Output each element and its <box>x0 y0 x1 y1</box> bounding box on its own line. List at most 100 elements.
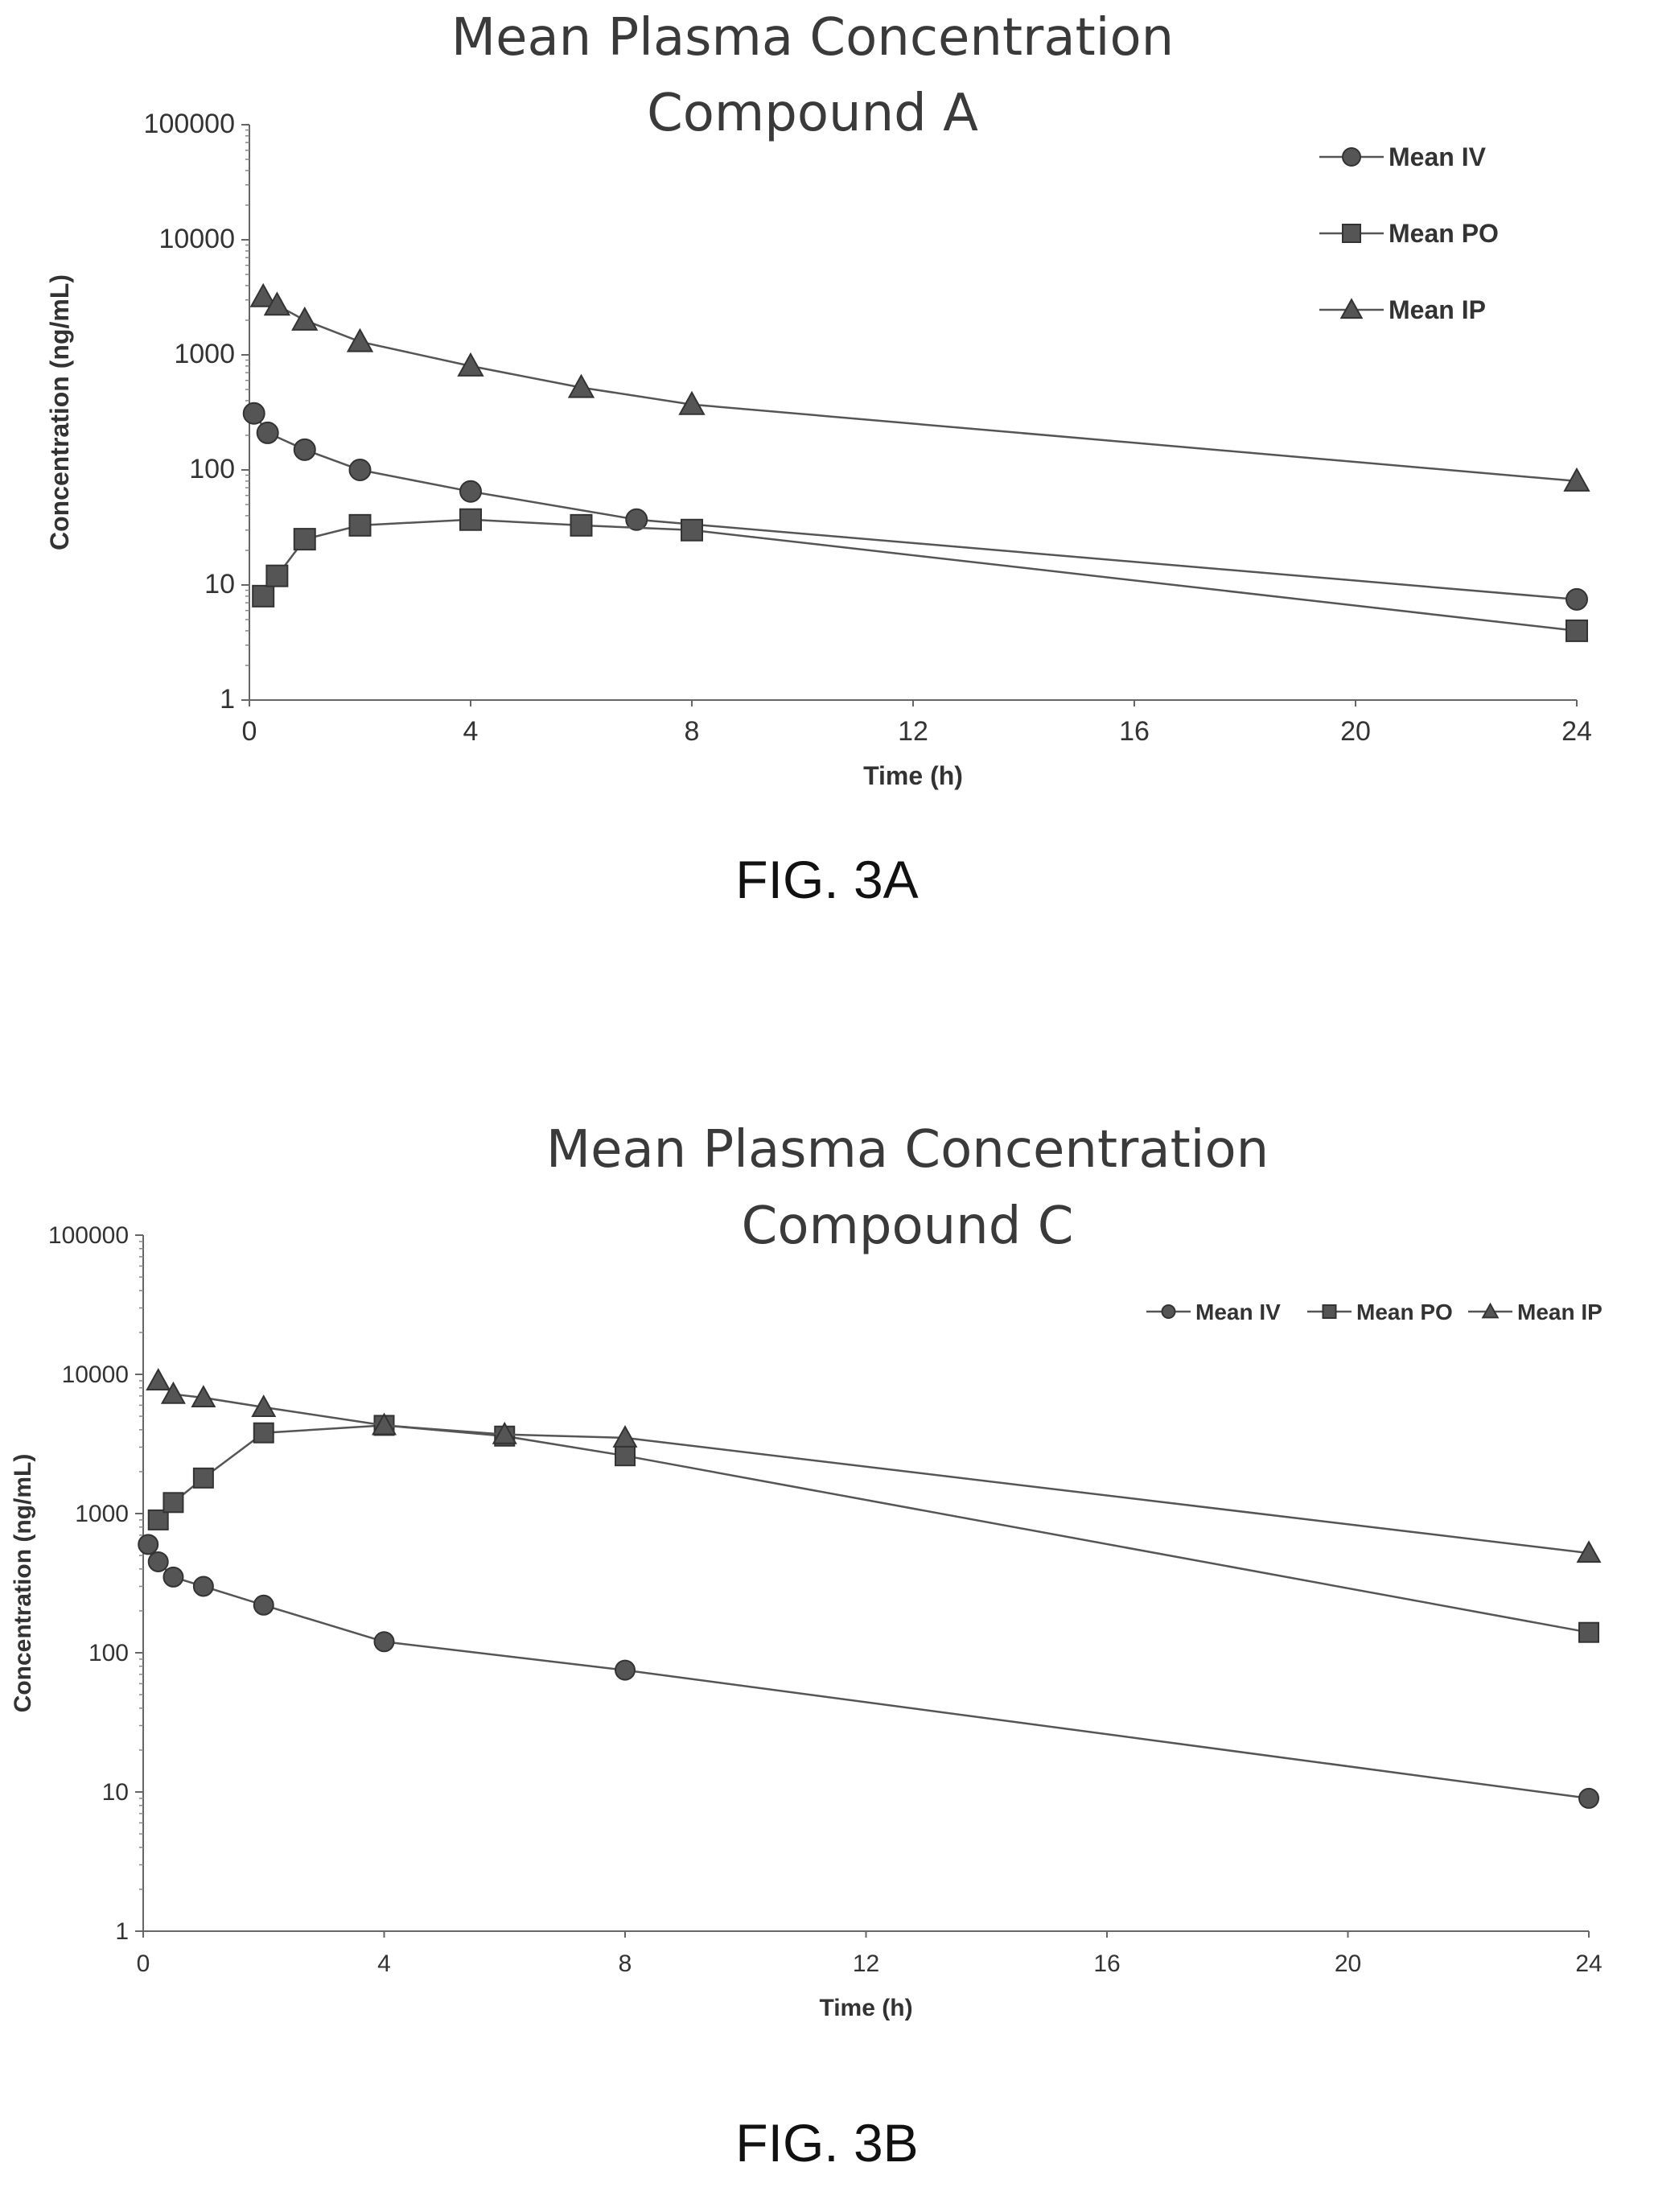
data-point-mean-po <box>459 508 482 531</box>
data-point-mean-ip <box>457 352 484 377</box>
data-point-mean-ip <box>612 1425 638 1448</box>
data-point-mean-ip <box>146 1368 171 1390</box>
y-axis-label: Concentration (ng/mL) <box>10 1454 36 1713</box>
data-point-mean-iv <box>138 1534 159 1555</box>
data-point-mean-ip <box>160 1381 186 1404</box>
data-point-mean-ip <box>291 306 319 331</box>
data-point-mean-po <box>252 584 275 608</box>
data-point-mean-ip <box>263 291 291 316</box>
data-point-mean-ip <box>492 1421 517 1444</box>
y-tick-label-1: 1 <box>115 1918 129 1945</box>
y-tick-label-100000: 100000 <box>48 1222 129 1249</box>
data-point-mean-po <box>163 1492 184 1514</box>
x-tick-label-0: 0 <box>137 1950 150 1977</box>
figure-3b-panel: Mean Plasma Concentration Compound C 1 10 10… <box>0 1110 1654 2212</box>
figure-label-3b: FIG. 3B <box>735 2113 919 2173</box>
legend-marker-mean-po <box>1342 224 1361 243</box>
legend-marker-mean-iv <box>1342 147 1361 167</box>
data-point-mean-po <box>681 518 703 542</box>
data-point-mean-iv <box>615 1659 636 1681</box>
series-line-mean-ip <box>262 295 1578 483</box>
series-line-mean-ip <box>157 1379 1590 1555</box>
data-point-mean-ip <box>191 1385 216 1408</box>
data-point-mean-iv <box>293 438 316 461</box>
legend-marker-mean-po <box>1322 1304 1337 1319</box>
figure-3a-panel: Mean Plasma Concentration Compound A 1 10 10… <box>0 0 1654 949</box>
data-point-mean-po <box>192 1467 214 1489</box>
legend-label-mean-iv: Mean IV <box>1389 142 1487 171</box>
data-point-mean-po <box>147 1509 169 1530</box>
x-tick-label-20: 20 <box>1335 1950 1361 1977</box>
series-line-mean-iv <box>253 412 1578 601</box>
data-point-mean-iv <box>348 459 372 481</box>
y-tick-label-100000: 100000 <box>144 109 235 139</box>
y-tick-label-100: 100 <box>189 454 235 484</box>
x-tick-label-8: 8 <box>619 1950 632 1977</box>
data-point-mean-iv <box>373 1631 395 1653</box>
legend-label-mean-iv: Mean IV <box>1195 1300 1281 1324</box>
x-tick-label-16: 16 <box>1093 1950 1120 1977</box>
data-point-mean-po <box>1578 1621 1599 1643</box>
data-point-mean-ip <box>372 1412 397 1436</box>
data-point-mean-po <box>253 1422 274 1444</box>
x-tick-label-8: 8 <box>685 716 700 747</box>
x-tick-label-12: 12 <box>898 716 928 747</box>
data-point-mean-iv <box>459 480 482 503</box>
x-tick-label-20: 20 <box>1340 716 1371 747</box>
data-point-mean-ip <box>249 282 277 307</box>
legend-label-mean-ip: Mean IP <box>1517 1300 1603 1324</box>
data-point-mean-ip <box>1563 467 1590 492</box>
data-point-mean-po <box>570 513 593 537</box>
data-point-mean-iv <box>1566 587 1588 611</box>
figure-label-3a: FIG. 3A <box>735 850 919 909</box>
x-tick-label-24: 24 <box>1561 716 1592 747</box>
data-point-mean-ip <box>251 1394 277 1417</box>
legend-marker-mean-iv <box>1161 1304 1176 1319</box>
x-tick-label-16: 16 <box>1119 716 1150 747</box>
data-point-mean-po <box>348 513 372 537</box>
y-tick-label-10000: 10000 <box>62 1361 129 1388</box>
data-point-mean-ip <box>678 390 706 415</box>
chart-title: Mean Plasma Concentration <box>546 1120 1269 1180</box>
x-tick-label-4: 4 <box>463 716 479 747</box>
y-tick-label-10: 10 <box>102 1779 129 1806</box>
x-tick-label-4: 4 <box>377 1950 391 1977</box>
x-axis-label: Time (h) <box>863 761 963 790</box>
data-point-mean-iv <box>253 1594 274 1616</box>
legend-marker-mean-ip <box>1481 1302 1500 1319</box>
data-point-mean-po <box>293 528 316 551</box>
legend-label-mean-po: Mean PO <box>1389 219 1499 248</box>
data-point-mean-iv <box>256 421 279 444</box>
data-point-mean-iv <box>147 1551 169 1572</box>
x-tick-label-24: 24 <box>1575 1950 1602 1977</box>
y-axis-label: Concentration (ng/mL) <box>45 274 74 550</box>
chart-title: Mean Plasma Concentration <box>451 8 1174 68</box>
data-point-mean-iv <box>163 1566 184 1588</box>
y-tick-label-10000: 10000 <box>158 224 235 254</box>
y-tick-label-1: 1 <box>220 684 235 715</box>
chart-subtitle: Compound A <box>647 84 978 143</box>
y-tick-label-1000: 1000 <box>75 1501 129 1527</box>
chart-compound-c: Mean Plasma Concentration Compound C 1 10 10… <box>10 1120 1603 2021</box>
data-point-mean-po <box>1566 619 1588 642</box>
data-point-mean-iv <box>625 508 648 531</box>
x-axis-label: Time (h) <box>819 1995 912 2021</box>
legend-label-mean-ip: Mean IP <box>1389 295 1486 324</box>
data-point-mean-iv <box>1578 1787 1599 1809</box>
chart-subtitle: Compound C <box>742 1197 1074 1256</box>
legend-label-mean-po: Mean PO <box>1356 1300 1453 1324</box>
y-tick-label-100: 100 <box>88 1640 129 1666</box>
data-point-mean-iv <box>242 402 265 425</box>
series-line-mean-po <box>262 518 1578 632</box>
legend-marker-mean-ip <box>1339 298 1364 319</box>
data-point-mean-ip <box>567 373 595 398</box>
series-line-mean-iv <box>147 1543 1590 1800</box>
data-point-mean-iv <box>192 1576 214 1597</box>
data-point-mean-ip <box>346 327 374 352</box>
series-line-mean-po <box>157 1424 1590 1633</box>
data-point-mean-po <box>615 1445 636 1467</box>
data-point-mean-ip <box>1576 1540 1602 1563</box>
y-tick-label-1000: 1000 <box>174 339 235 369</box>
x-tick-label-12: 12 <box>853 1950 879 1977</box>
chart-compound-a: Mean Plasma Concentration Compound A 1 10 10… <box>45 8 1592 790</box>
